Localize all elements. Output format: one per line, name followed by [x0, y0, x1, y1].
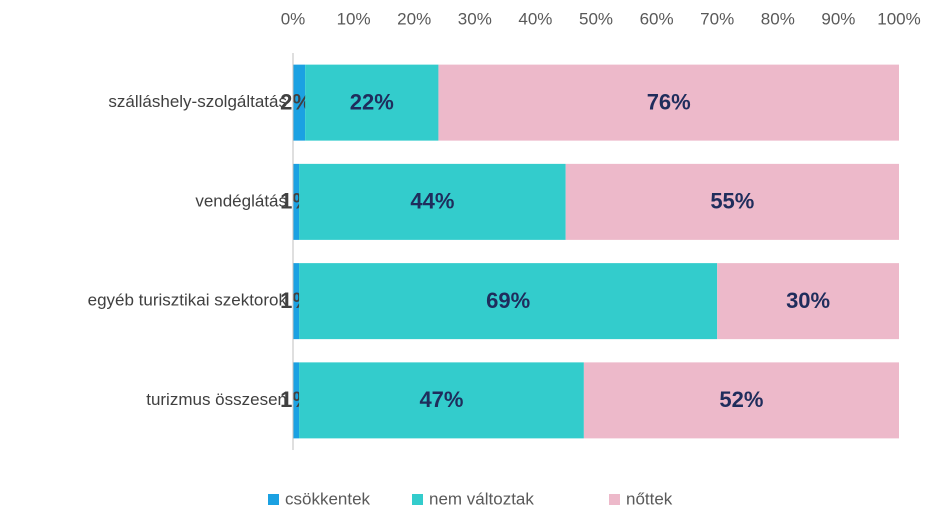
bar-segment: [438, 64, 899, 141]
legend-label: nőttek: [626, 489, 673, 508]
data-label: 47%: [419, 387, 463, 412]
x-tick-label: 100%: [877, 9, 920, 28]
legend-swatch: [268, 494, 279, 505]
data-label: 52%: [719, 387, 763, 412]
legend-swatch: [412, 494, 423, 505]
x-tick-label: 30%: [458, 9, 492, 28]
x-tick-label: 20%: [397, 9, 431, 28]
bar-segment: [293, 64, 306, 141]
x-tick-label: 90%: [821, 9, 855, 28]
data-label: 76%: [647, 89, 691, 114]
x-tick-label: 60%: [640, 9, 674, 28]
bar-segment: [293, 263, 300, 340]
bar-segment: [565, 163, 899, 240]
bar-segment: [299, 163, 566, 240]
bar-segment: [299, 362, 584, 439]
bar-segment: [717, 263, 899, 340]
y-tick-label: szálláshely-szolgáltatás: [108, 92, 287, 111]
data-label: 30%: [786, 288, 830, 313]
data-label: 55%: [710, 189, 754, 214]
x-tick-label: 0%: [281, 9, 306, 28]
legend-label: nem változtak: [429, 489, 534, 508]
bar-segment: [299, 263, 718, 340]
data-label: 44%: [410, 189, 454, 214]
y-tick-label: turizmus összesen: [146, 390, 287, 409]
x-tick-label: 40%: [518, 9, 552, 28]
data-label: 22%: [350, 89, 394, 114]
legend-label: csökkentek: [285, 489, 371, 508]
x-tick-label: 80%: [761, 9, 795, 28]
bar-segment: [293, 362, 300, 439]
x-tick-label: 50%: [579, 9, 613, 28]
legend-swatch: [609, 494, 620, 505]
bar-segment: [293, 163, 300, 240]
data-label: 69%: [486, 288, 530, 313]
y-tick-label: egyéb turisztikai szektorok: [88, 291, 288, 310]
x-tick-label: 10%: [337, 9, 371, 28]
y-tick-label: vendéglátás: [195, 191, 287, 210]
x-tick-label: 70%: [700, 9, 734, 28]
bar-segment: [583, 362, 899, 439]
bar-segment: [305, 64, 439, 141]
